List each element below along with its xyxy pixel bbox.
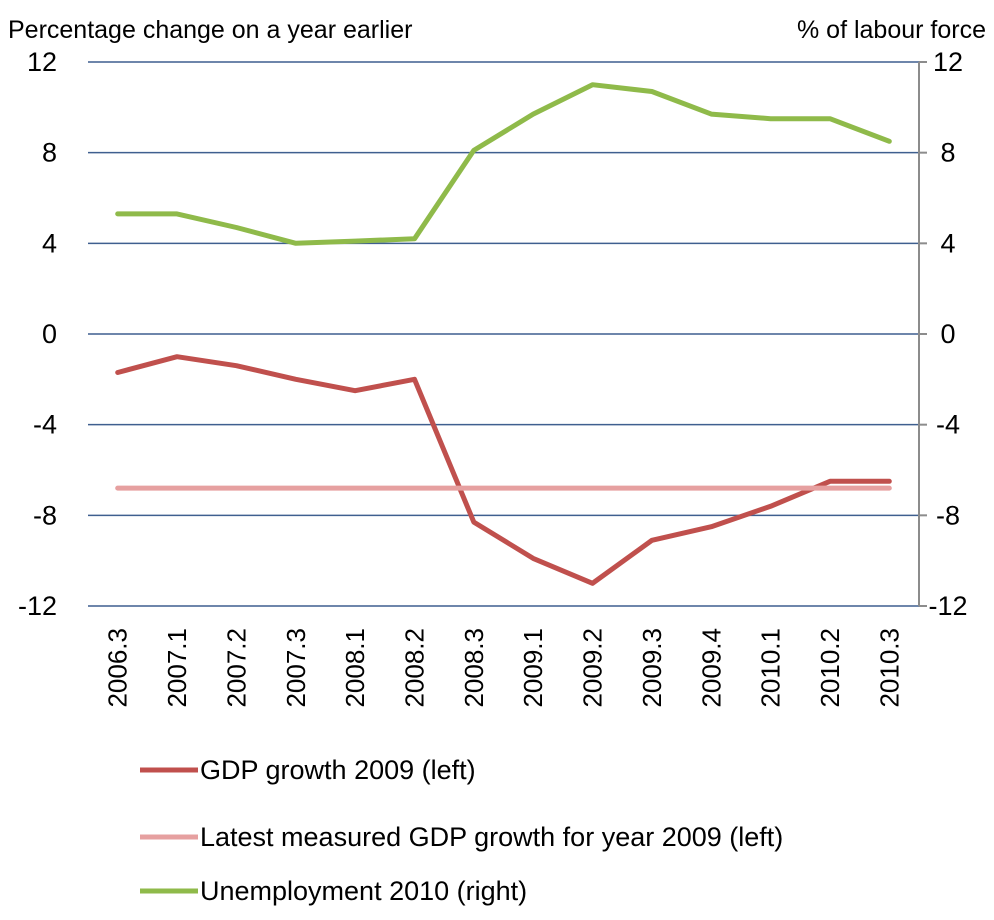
left-tick-label: 8 (42, 138, 57, 168)
right-tick-label: 12 (933, 47, 963, 77)
right-tick-label: 8 (940, 138, 955, 168)
x-tick-label: 2010.3 (874, 628, 904, 708)
x-tick-label: 2009.2 (578, 628, 608, 708)
legend-label: GDP growth 2009 (left) (200, 755, 476, 785)
left-axis-title: Percentage change on a year earlier (8, 16, 412, 44)
legend-label: Unemployment 2010 (right) (200, 876, 527, 906)
legend: GDP growth 2009 (left) Latest measured GD… (140, 755, 783, 906)
right-tick-label: 4 (940, 228, 955, 258)
gridlines (88, 61, 919, 607)
left-tick-label: -12 (18, 591, 57, 621)
x-tick-label: 2010.2 (815, 628, 845, 708)
x-tick-label: 2008.3 (459, 628, 489, 708)
x-tick-label: 2007.1 (162, 628, 192, 708)
x-tick-label: 2010.1 (756, 628, 786, 708)
right-tick-labels: 12 8 4 0 -4 -8 -12 (928, 47, 967, 621)
right-tick-label: -12 (928, 591, 967, 621)
right-tick-label: -8 (936, 500, 960, 530)
right-axis-title: % of labour force (797, 16, 986, 44)
x-tick-label: 2009.1 (518, 628, 548, 708)
x-tick-label: 2007.3 (281, 628, 311, 708)
right-tick-label: 0 (940, 319, 955, 349)
left-tick-label: 0 (42, 319, 57, 349)
left-tick-label: -4 (33, 410, 57, 440)
x-tick-label: 2009.4 (696, 628, 726, 708)
x-tick-label: 2009.3 (637, 628, 667, 708)
left-tick-label: -8 (33, 500, 57, 530)
series-lines (115, 82, 892, 586)
x-tick-label: 2006.3 (103, 628, 133, 708)
x-tick-label: 2008.2 (399, 628, 429, 708)
x-tick-label: 2007.2 (221, 628, 251, 708)
right-tick-label: -4 (936, 410, 960, 440)
left-tick-label: 12 (27, 47, 57, 77)
legend-label: Latest measured GDP growth for year 2009… (200, 822, 783, 852)
left-tick-labels: 12 8 4 0 -4 -8 -12 (18, 47, 57, 621)
x-tick-label: 2008.1 (340, 628, 370, 708)
axes (918, 61, 927, 607)
left-tick-label: 4 (42, 228, 57, 258)
series-line-2 (115, 82, 892, 246)
x-tick-labels: 2006.3 2007.1 2007.2 2007.3 2008.1 2008.2 2008… (103, 628, 905, 708)
series-line-0 (115, 354, 892, 586)
